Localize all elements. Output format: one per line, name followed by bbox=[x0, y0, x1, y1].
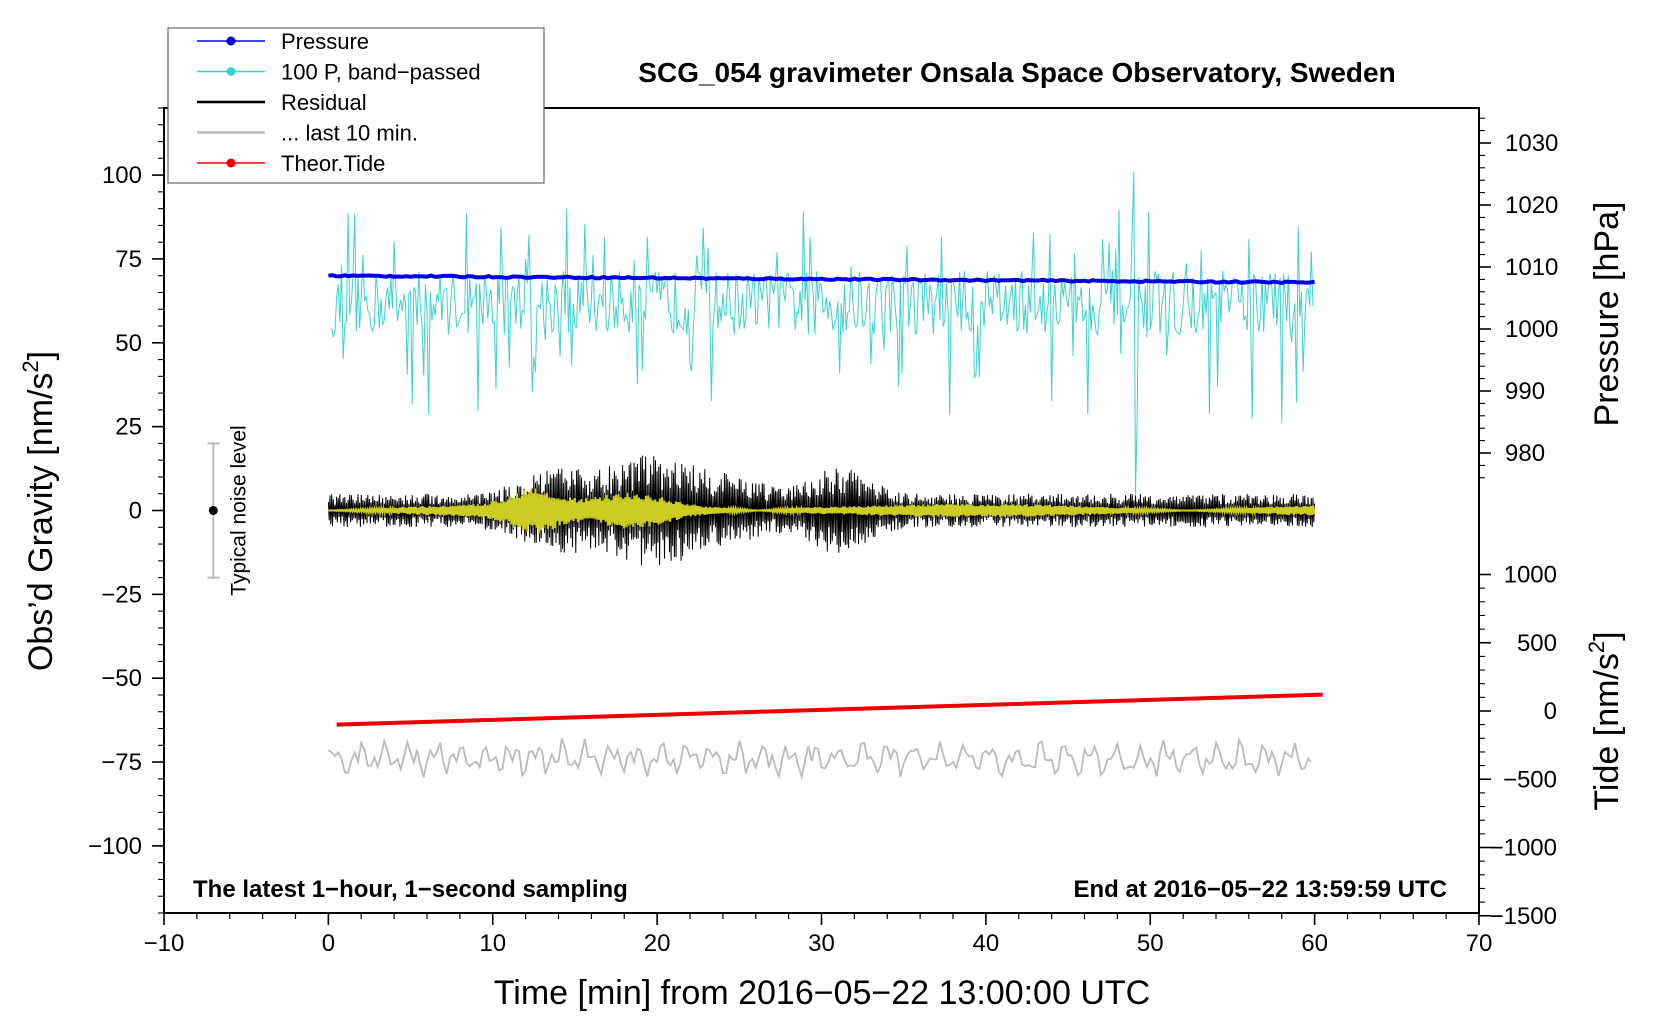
y-left-tick-label: −25 bbox=[101, 581, 142, 608]
legend-item: ... last 10 min. bbox=[197, 121, 418, 146]
series-residual bbox=[327, 455, 1316, 566]
noise-indicator: Typical noise level bbox=[207, 425, 250, 596]
legend-swatch-marker bbox=[226, 36, 236, 46]
y-left-tick-label: 25 bbox=[115, 414, 142, 441]
series-bandpassed-pressure bbox=[331, 171, 1314, 494]
x-tick-label: 0 bbox=[322, 930, 335, 957]
series-theoretical-tide bbox=[336, 692, 1323, 727]
x-tick-label: 70 bbox=[1466, 930, 1493, 957]
y-left-tick-label: 0 bbox=[129, 498, 142, 525]
series-pressure bbox=[328, 273, 1315, 286]
tide-tick-label: −1000 bbox=[1490, 835, 1557, 862]
tide-tick-label: 500 bbox=[1517, 630, 1557, 657]
pressure-tick-label: 1000 bbox=[1505, 316, 1558, 343]
y-axis-label-tide: Tide [nm/s2] bbox=[1584, 631, 1626, 810]
tick-layer: −10 0 10 20 30 40 50 60 701007550250−25−50−75−10… bbox=[88, 107, 1558, 957]
footer-left: The latest 1−hour, 1−second sampling bbox=[193, 876, 628, 903]
pressure-tick-label: 1030 bbox=[1505, 130, 1558, 157]
pressure-tick-label: 1020 bbox=[1505, 192, 1558, 219]
legend-item: Pressure bbox=[197, 29, 369, 54]
legend: Pressure 100 P, band−passed Residual ... la… bbox=[167, 27, 545, 184]
x-tick-label: 50 bbox=[1137, 930, 1164, 957]
x-axis-label: Time [min] from 2016−05−22 13:00:00 UTC bbox=[494, 974, 1150, 1012]
y-left-tick-label: −50 bbox=[101, 665, 142, 692]
legend-label: Theor.Tide bbox=[281, 151, 385, 176]
tide-tick-label: 0 bbox=[1544, 698, 1557, 725]
tide-tick-label: −1500 bbox=[1490, 903, 1557, 930]
legend-box bbox=[167, 27, 545, 184]
pressure-tick-label: 980 bbox=[1505, 440, 1545, 467]
legend-item: Residual bbox=[197, 90, 367, 115]
noise-bar-dot bbox=[208, 506, 218, 515]
x-tick-label: 10 bbox=[479, 930, 506, 957]
x-tick-label: 30 bbox=[808, 930, 835, 957]
legend-item: 100 P, band−passed bbox=[197, 60, 481, 85]
legend-label: 100 P, band−passed bbox=[281, 60, 481, 85]
x-tick-label: −10 bbox=[144, 930, 185, 957]
pressure-tick-label: 1010 bbox=[1505, 254, 1558, 281]
legend-label: ... last 10 min. bbox=[281, 121, 418, 146]
pressure-tick-label: 990 bbox=[1505, 378, 1545, 405]
series-last-10-min bbox=[327, 737, 1312, 781]
y-left-tick-label: −75 bbox=[101, 749, 142, 776]
tide-tick-label: −500 bbox=[1503, 766, 1557, 793]
legend-label: Residual bbox=[281, 90, 367, 115]
legend-item: Theor.Tide bbox=[197, 151, 385, 176]
series-residual-overlay bbox=[328, 488, 1316, 534]
x-tick-label: 40 bbox=[973, 930, 1000, 957]
y-axis-label-left: Obs’d Gravity [nm/s2] bbox=[18, 351, 60, 671]
x-tick-label: 60 bbox=[1301, 930, 1328, 957]
noise-level-label: Typical noise level bbox=[227, 425, 250, 595]
tide-tick-label: 1000 bbox=[1504, 562, 1557, 589]
legend-label: Pressure bbox=[281, 29, 369, 54]
y-axis-label-pressure: Pressure [hPa] bbox=[1588, 202, 1626, 427]
y-left-tick-label: 100 bbox=[102, 162, 142, 189]
chart-title: SCG_054 gravimeter Onsala Space Observat… bbox=[638, 57, 1395, 88]
x-tick-label: 20 bbox=[644, 930, 671, 957]
y-left-tick-label: 75 bbox=[115, 246, 142, 273]
legend-swatch-marker bbox=[226, 67, 236, 76]
footer-right: End at 2016−05−22 13:59:59 UTC bbox=[1073, 876, 1447, 903]
y-left-tick-label: 50 bbox=[115, 330, 142, 357]
legend-swatch-marker bbox=[226, 158, 236, 168]
series-layer bbox=[327, 171, 1323, 781]
y-left-tick-label: −100 bbox=[88, 833, 142, 860]
